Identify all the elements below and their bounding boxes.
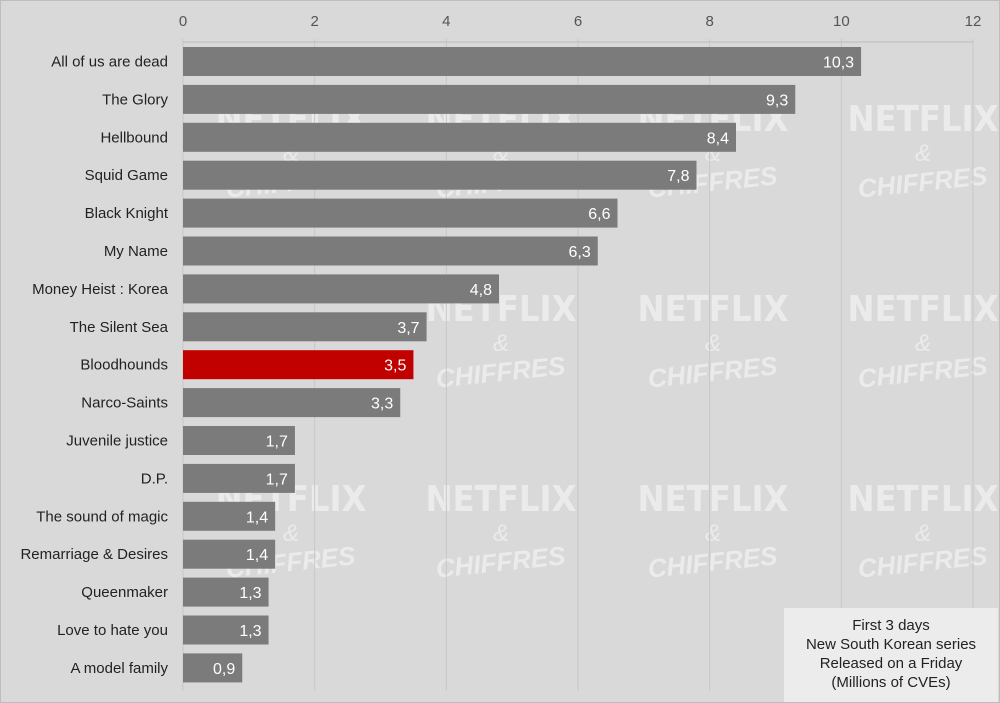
bar: [183, 47, 862, 76]
bar: [183, 577, 269, 607]
watermark-text: NETFLIX: [847, 479, 998, 520]
data-label: 8,4: [707, 130, 729, 147]
data-label: 4,8: [470, 282, 492, 299]
category-label: My Name: [104, 243, 168, 260]
x-tick-label: 4: [442, 13, 450, 30]
watermark-text: &: [705, 520, 721, 547]
watermark-text: NETFLIX: [637, 289, 788, 330]
watermark-text: NETFLIX: [847, 99, 998, 140]
category-label: Juvenile justice: [66, 433, 168, 450]
category-label: Queenmaker: [81, 584, 168, 601]
data-label: 7,8: [667, 168, 689, 185]
bar: [183, 236, 598, 266]
watermark-text: &: [915, 330, 931, 357]
category-label: Money Heist : Korea: [32, 281, 169, 298]
bar: [183, 388, 401, 418]
data-label: 3,5: [384, 358, 406, 375]
category-label: Bloodhounds: [80, 357, 168, 374]
category-label: Squid Game: [85, 167, 168, 184]
bar: [183, 160, 697, 190]
bar: [183, 198, 618, 228]
category-label: All of us are dead: [51, 54, 168, 71]
category-label: Black Knight: [85, 205, 169, 222]
legend-line: Released on a Friday: [819, 655, 963, 672]
watermark-text: &: [493, 520, 509, 547]
x-tick-label: 12: [965, 13, 982, 30]
bar: [183, 653, 243, 683]
data-label: 1,4: [246, 547, 268, 564]
legend-line: New South Korean series: [805, 636, 977, 653]
data-label: 9,3: [766, 92, 788, 109]
data-label: 3,3: [371, 396, 393, 413]
watermark-text: CHIFFRES: [434, 350, 567, 393]
legend-line: First 3 days: [852, 617, 930, 634]
watermark-text: NETFLIX: [847, 289, 998, 330]
x-tick-label: 2: [310, 13, 318, 30]
x-tick-label: 10: [833, 13, 850, 30]
data-label: 1,7: [266, 471, 288, 488]
x-tick-label: 8: [705, 13, 713, 30]
category-label: Remarriage & Desires: [20, 546, 168, 563]
watermark-text: &: [283, 520, 299, 547]
bar: [183, 84, 796, 114]
category-label: A model family: [70, 660, 168, 677]
category-label: Hellbound: [100, 129, 168, 146]
category-label: Narco-Saints: [81, 395, 168, 412]
bar: [183, 122, 736, 152]
data-label: 3,7: [397, 320, 419, 337]
data-label: 0,9: [213, 661, 235, 678]
watermark-text: CHIFFRES: [856, 160, 989, 203]
watermark-text: NETFLIX: [425, 479, 576, 520]
data-label: 1,7: [266, 434, 288, 451]
category-label: Love to hate you: [57, 622, 168, 639]
watermark-text: CHIFFRES: [646, 350, 779, 393]
bar: [183, 615, 269, 645]
bar: [183, 274, 499, 304]
bar: [183, 539, 276, 569]
category-label: D.P.: [141, 470, 168, 487]
data-label: 1,3: [239, 585, 261, 602]
watermark-text: CHIFFRES: [856, 540, 989, 583]
bar: [183, 426, 295, 455]
x-tick-label: 0: [179, 13, 187, 30]
data-label: 6,3: [569, 244, 591, 261]
data-label: 10,3: [823, 55, 854, 72]
data-label: 1,3: [239, 623, 261, 640]
watermark-text: &: [915, 520, 931, 547]
data-label: 6,6: [588, 206, 610, 223]
category-label: The Glory: [102, 91, 168, 108]
bar: [183, 501, 276, 531]
watermark-text: CHIFFRES: [434, 540, 567, 583]
data-label: 1,4: [246, 509, 268, 526]
watermark-text: &: [705, 330, 721, 357]
category-label: The Silent Sea: [70, 319, 169, 336]
watermark-text: CHIFFRES: [856, 350, 989, 393]
x-tick-label: 6: [574, 13, 582, 30]
category-label: The sound of magic: [36, 508, 168, 525]
bar: [183, 463, 295, 493]
legend-box: First 3 days New South Korean series Rel…: [784, 608, 998, 702]
legend-line: (Millions of CVEs): [831, 674, 951, 691]
bar: [183, 312, 427, 342]
watermark-text: CHIFFRES: [646, 540, 779, 583]
watermark-text: &: [915, 140, 931, 167]
watermark-text: &: [493, 330, 509, 357]
watermark-text: NETFLIX: [637, 479, 788, 520]
bar: [183, 350, 414, 380]
